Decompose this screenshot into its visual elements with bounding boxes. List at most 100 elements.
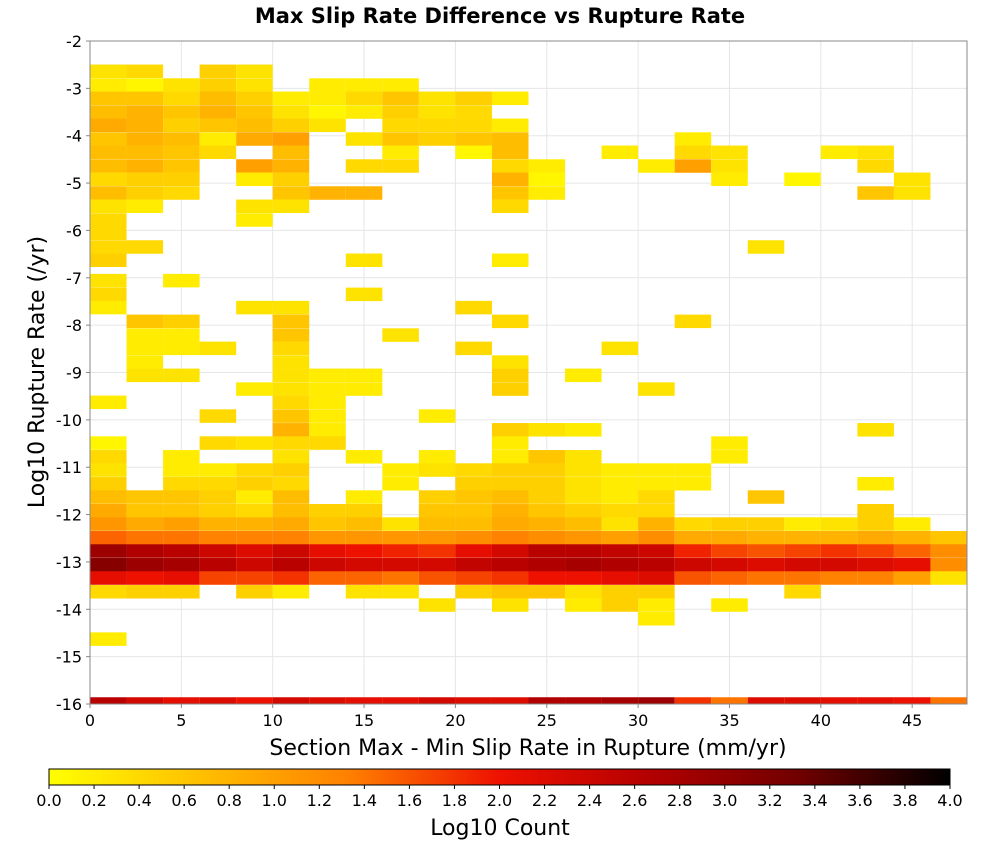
heatmap-cell [199,531,237,545]
heatmap-cell [674,159,712,173]
heatmap-cell [491,463,529,477]
colorbar-tick-label: 4.0 [937,791,962,810]
heatmap-cell [236,490,273,504]
heatmap-cell [455,490,492,504]
heatmap-cell [565,544,602,558]
heatmap-cell [90,213,127,227]
heatmap-cell [601,558,639,572]
heatmap-cell [893,697,931,704]
colorbar-ticks: 0.0 0.2 0.4 0.6 0.8 1.0 1.2 1.4 1.6 1.8 2.0 2.2 2.4 2… [36,785,963,810]
colorbar-tick-label: 1.8 [442,791,467,810]
heatmap-cell [491,355,529,369]
heatmap-cell [418,544,456,558]
heatmap-cell [455,697,492,704]
heatmap-cell [491,517,529,531]
heatmap-cell [272,132,310,146]
heatmap-cell [199,558,237,572]
heatmap-cell [90,531,127,545]
x-tick-label: 20 [445,711,465,730]
y-tick-label: -6 [66,221,82,240]
heatmap-cell [455,145,492,160]
heatmap-cell [163,368,200,383]
heatmap-cell [601,571,639,585]
heatmap-cell [784,544,821,558]
y-tick-label: -7 [66,269,82,288]
heatmap-cell [857,504,894,518]
colorbar-tick-label: 0.4 [126,791,151,810]
heatmap-cell [90,436,127,450]
colorbar-tick-label: 1.6 [397,791,422,810]
heatmap-cell [236,571,273,585]
heatmap-cell [565,368,602,383]
heatmap-cell [272,423,310,437]
heatmap-cell [418,118,456,133]
y-tick-label: -5 [66,174,82,193]
heatmap-cell [382,697,419,704]
heatmap-cell [90,145,127,160]
heatmap-cell [528,517,566,531]
colorbar-tick-label: 2.0 [487,791,512,810]
heatmap-cell [784,517,821,531]
heatmap-cell [638,598,675,612]
heatmap-cell [565,504,602,518]
heatmap-cell [236,172,273,187]
heatmap-cell [199,145,237,160]
heatmap-cell [126,159,164,173]
heatmap-cell [126,186,164,200]
heatmap-cell [199,517,237,531]
heatmap-cell [893,571,931,585]
heatmap-cell [163,341,200,356]
heatmap-cell [930,558,967,572]
heatmap-cell [674,697,712,704]
heatmap-cell [345,490,383,504]
heatmap-cell [601,598,639,612]
heatmap-cell [674,132,712,146]
heatmap-cell [491,598,529,612]
heatmap-cell [528,172,566,187]
heatmap-cell [857,477,894,491]
heatmap-cells [90,64,967,704]
heatmap-cell [236,213,273,227]
heatmap-cell [236,504,273,518]
heatmap-cell [382,571,419,585]
colorbar-tick-label: 0.8 [216,791,241,810]
y-tick-label: -4 [66,127,82,146]
heatmap-cell [126,64,164,79]
heatmap-cell [638,504,675,518]
heatmap-cell [784,697,821,704]
heatmap-cell [382,463,419,477]
heatmap-cell [711,172,748,187]
heatmap-cell [674,571,712,585]
heatmap-cell [236,118,273,133]
heatmap-cell [491,118,529,133]
heatmap-cell [601,544,639,558]
colorbar-tick-label: 2.4 [577,791,602,810]
heatmap-cell [345,78,383,92]
heatmap-cell [272,199,310,214]
heatmap-cell [309,558,346,572]
heatmap-cell [236,463,273,477]
x-tick-label: 5 [176,711,186,730]
heatmap-cell [638,490,675,504]
heatmap-cell [382,558,419,572]
heatmap-cell [90,450,127,464]
y-tick-label: -16 [56,695,82,714]
heatmap-cell [272,504,310,518]
heatmap-cell [126,132,164,146]
heatmap-cell [163,571,200,585]
heatmap-cell [309,544,346,558]
heatmap-cell [90,159,127,173]
heatmap-cell [272,368,310,383]
heatmap-cell [90,273,127,288]
heatmap-cell [199,504,237,518]
x-tick-label: 30 [628,711,648,730]
heatmap-cell [747,240,785,254]
heatmap-cell [90,78,127,92]
heatmap-cell [893,517,931,531]
heatmap-cell [272,531,310,545]
heatmap-cell [272,450,310,464]
heatmap-cell [309,91,346,106]
heatmap-cell [382,328,419,342]
heatmap-cell [126,78,164,92]
heatmap-cell [272,172,310,187]
